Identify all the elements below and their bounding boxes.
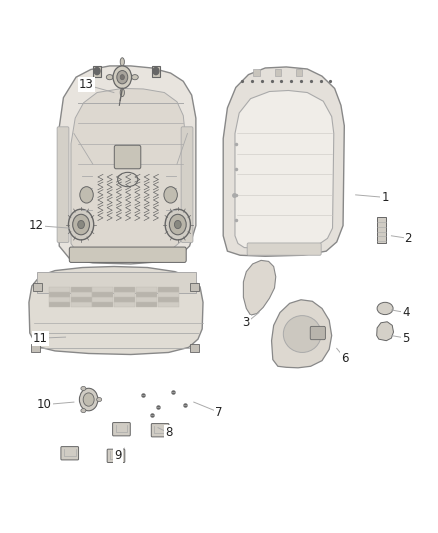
Bar	[136, 297, 157, 302]
Text: 5: 5	[403, 332, 410, 345]
Bar	[136, 292, 157, 297]
Bar	[114, 287, 135, 292]
Text: 8: 8	[165, 426, 172, 439]
Text: 12: 12	[28, 219, 44, 232]
Bar	[49, 287, 70, 292]
Bar	[136, 287, 157, 292]
Bar	[92, 287, 113, 292]
Ellipse shape	[97, 398, 102, 401]
Circle shape	[113, 66, 131, 88]
Bar	[33, 283, 42, 291]
PathPatch shape	[71, 88, 185, 255]
Bar	[114, 302, 135, 308]
Ellipse shape	[106, 75, 113, 80]
Ellipse shape	[283, 316, 321, 352]
Bar	[92, 292, 113, 297]
Circle shape	[153, 68, 159, 75]
PathPatch shape	[58, 66, 196, 264]
Circle shape	[80, 187, 93, 203]
Bar	[93, 66, 101, 77]
Text: 3: 3	[243, 316, 250, 329]
Circle shape	[68, 209, 94, 240]
Circle shape	[170, 214, 186, 235]
Circle shape	[94, 68, 100, 75]
Circle shape	[164, 187, 177, 203]
Ellipse shape	[377, 302, 393, 314]
Bar	[158, 292, 179, 297]
Circle shape	[165, 209, 191, 240]
Ellipse shape	[120, 58, 124, 66]
Bar	[152, 66, 160, 77]
Ellipse shape	[131, 75, 138, 80]
Text: 4: 4	[403, 306, 410, 319]
Circle shape	[83, 393, 94, 406]
PathPatch shape	[235, 91, 334, 248]
Bar	[49, 302, 70, 308]
Ellipse shape	[81, 386, 86, 391]
Bar	[71, 302, 92, 308]
Bar	[71, 292, 92, 297]
FancyBboxPatch shape	[61, 447, 78, 460]
Bar	[190, 344, 199, 352]
Bar	[37, 272, 196, 293]
FancyBboxPatch shape	[69, 247, 186, 262]
Bar	[190, 283, 199, 291]
FancyBboxPatch shape	[310, 326, 325, 340]
FancyBboxPatch shape	[151, 424, 169, 437]
Bar	[92, 297, 113, 302]
Text: 2: 2	[404, 232, 412, 245]
Circle shape	[78, 221, 85, 229]
FancyBboxPatch shape	[114, 145, 141, 169]
Text: 10: 10	[37, 398, 52, 411]
Text: 6: 6	[341, 352, 349, 365]
Circle shape	[73, 214, 89, 235]
PathPatch shape	[29, 266, 203, 354]
Bar	[31, 344, 40, 352]
FancyBboxPatch shape	[113, 423, 130, 436]
FancyBboxPatch shape	[247, 243, 321, 255]
Circle shape	[174, 221, 181, 229]
Ellipse shape	[81, 409, 86, 413]
Circle shape	[120, 75, 124, 80]
PathPatch shape	[223, 67, 344, 256]
Bar	[377, 217, 386, 244]
Text: 1: 1	[381, 191, 389, 204]
Bar	[114, 297, 135, 302]
Bar	[136, 302, 157, 308]
Bar	[71, 297, 92, 302]
Bar	[49, 292, 70, 297]
PathPatch shape	[244, 260, 276, 315]
Bar	[114, 292, 135, 297]
Bar	[158, 302, 179, 308]
FancyBboxPatch shape	[107, 449, 125, 463]
FancyBboxPatch shape	[181, 127, 193, 243]
Text: 13: 13	[79, 78, 94, 91]
Bar	[275, 69, 281, 76]
Bar	[158, 297, 179, 302]
FancyBboxPatch shape	[57, 127, 69, 243]
Bar	[296, 69, 302, 76]
Bar	[92, 302, 113, 308]
Bar	[158, 287, 179, 292]
Bar	[254, 69, 260, 76]
Circle shape	[117, 70, 128, 84]
Text: 7: 7	[215, 406, 223, 419]
Bar	[71, 287, 92, 292]
PathPatch shape	[377, 322, 393, 341]
Text: 9: 9	[114, 449, 122, 462]
Circle shape	[79, 388, 98, 411]
Text: 11: 11	[33, 332, 48, 345]
Bar	[49, 297, 70, 302]
PathPatch shape	[272, 300, 332, 368]
Ellipse shape	[120, 88, 124, 96]
Ellipse shape	[118, 172, 138, 187]
